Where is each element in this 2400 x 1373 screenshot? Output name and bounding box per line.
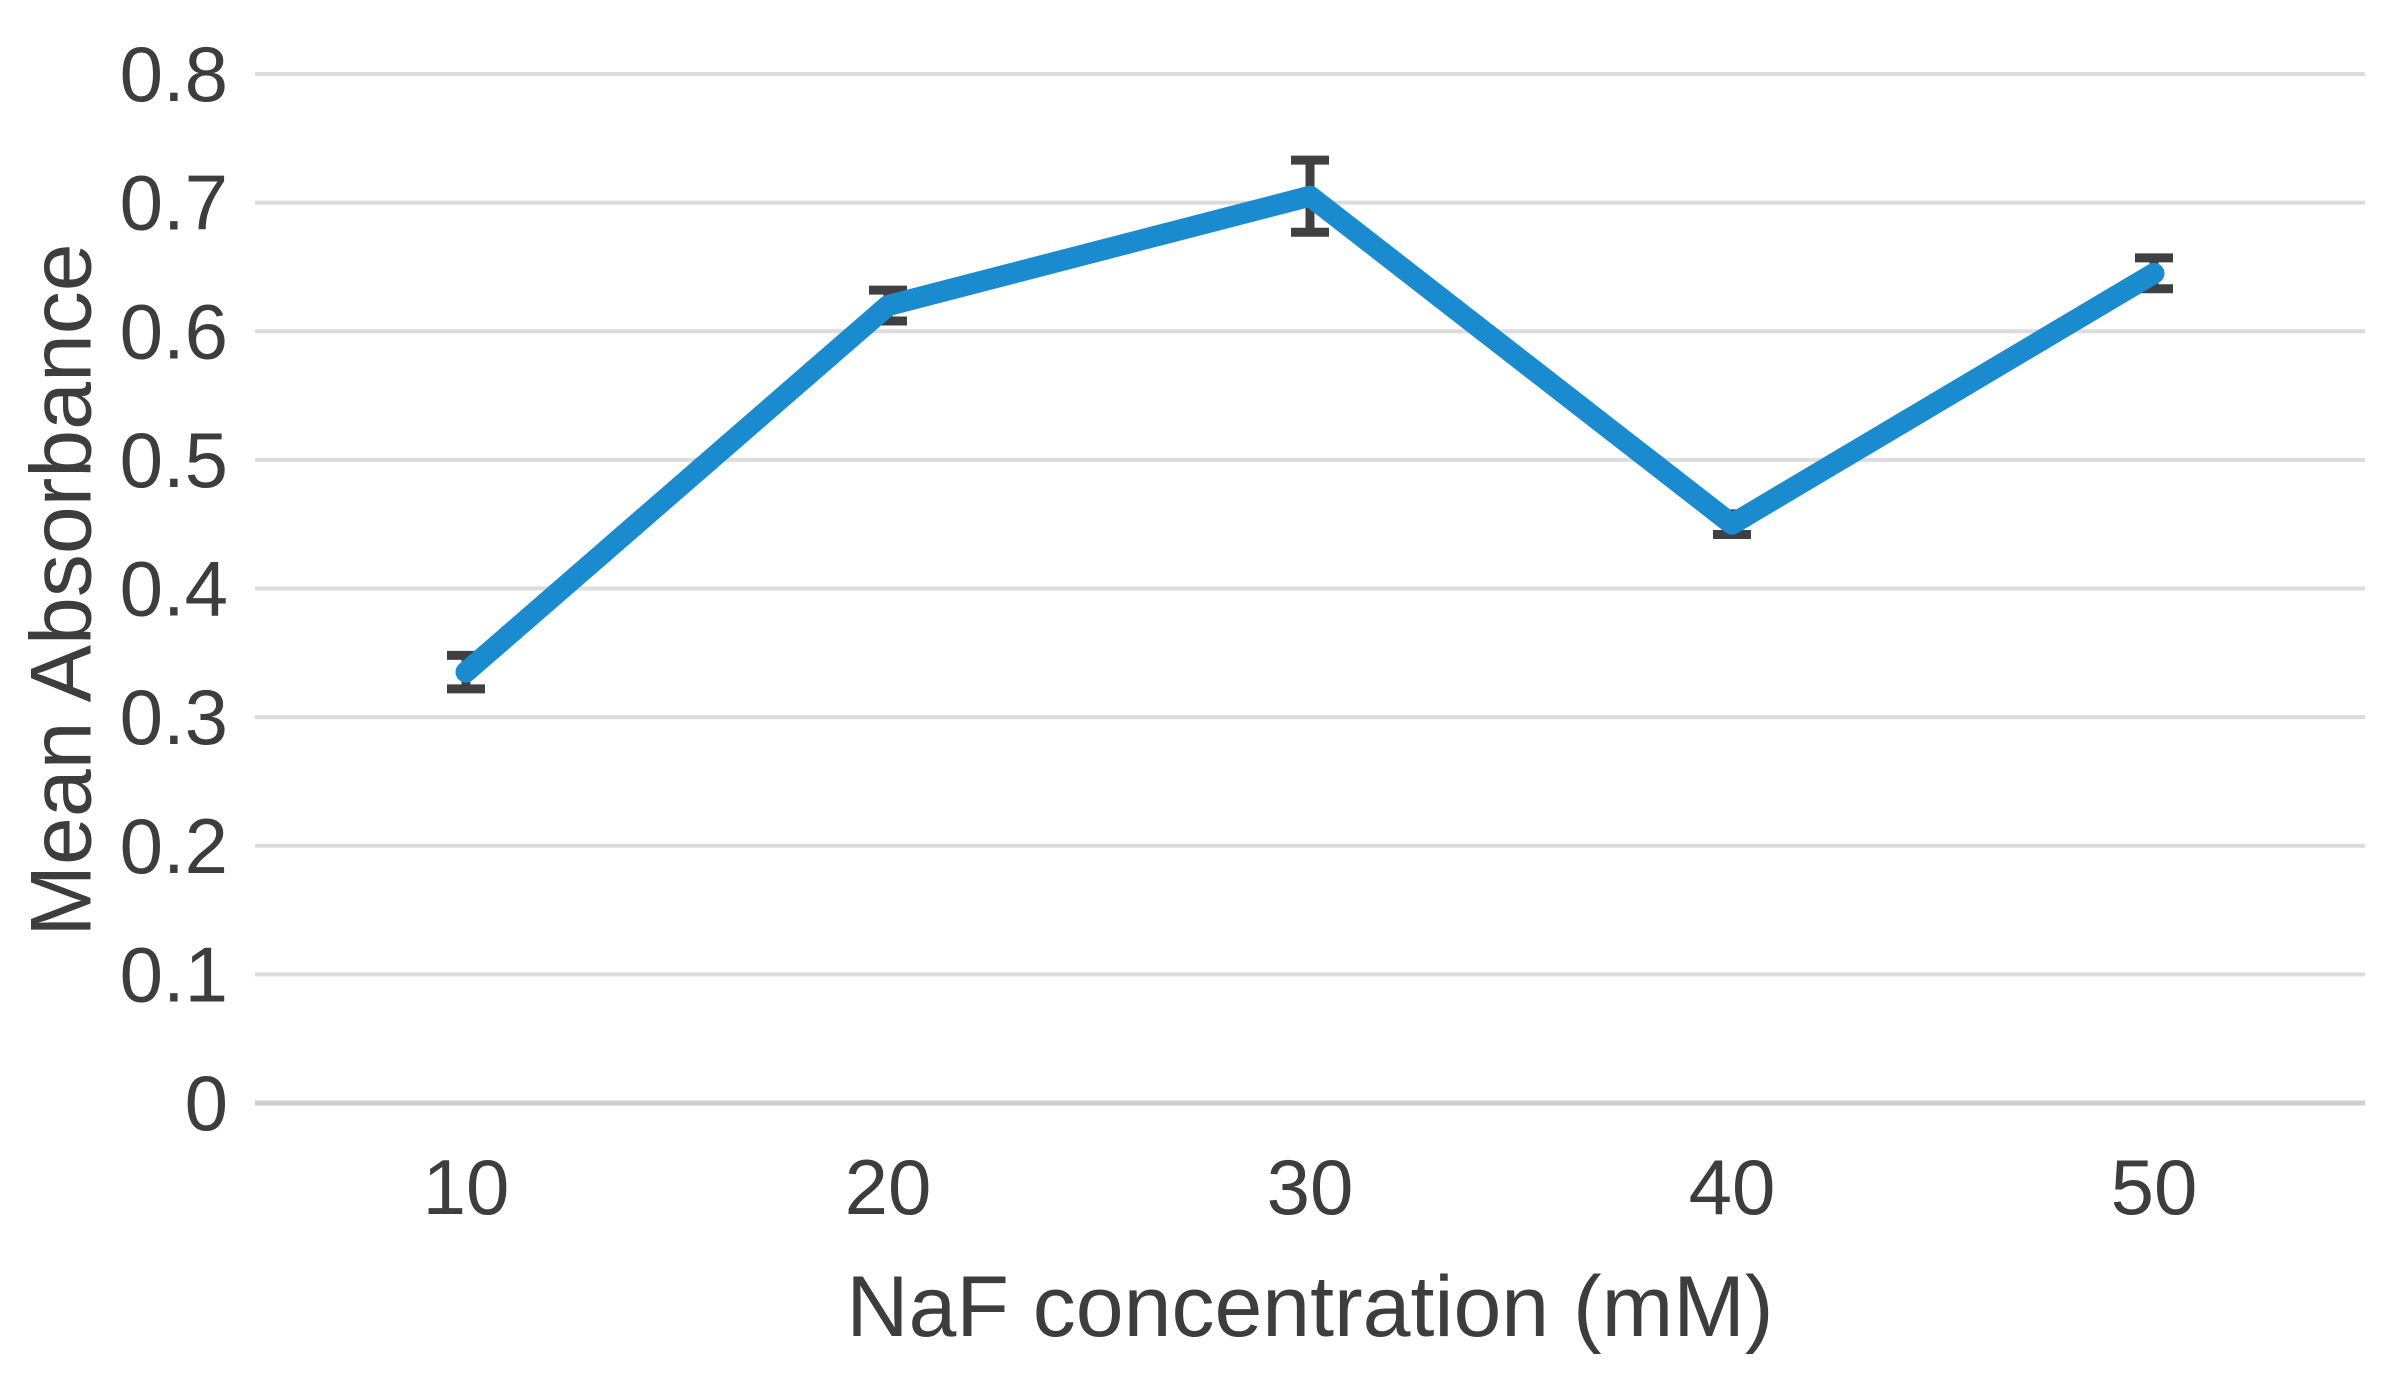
y-tick-label: 0.1 — [120, 930, 228, 1018]
x-tick-label: 10 — [423, 1143, 510, 1231]
y-tick-label: 0.6 — [120, 287, 228, 375]
y-tick-label: 0.4 — [120, 545, 228, 633]
y-tick-label: 0 — [185, 1059, 228, 1147]
data-series-line — [455, 185, 2165, 683]
x-tick-label: 40 — [1689, 1143, 1776, 1231]
x-tick-label: 30 — [1267, 1143, 1354, 1231]
y-tick-label: 0.3 — [120, 673, 228, 761]
x-axis-title: NaF concentration (mM) — [846, 1259, 1774, 1355]
y-tick-label: 0.7 — [120, 159, 228, 247]
y-tick-label: 0.5 — [120, 416, 228, 504]
x-tick-label: 50 — [2111, 1143, 2198, 1231]
y-axis-title: Mean Absorbance — [13, 243, 110, 937]
y-tick-label: 0.8 — [120, 30, 228, 118]
x-tick-label: 20 — [845, 1143, 932, 1231]
y-tick-label: 0.2 — [120, 802, 228, 890]
